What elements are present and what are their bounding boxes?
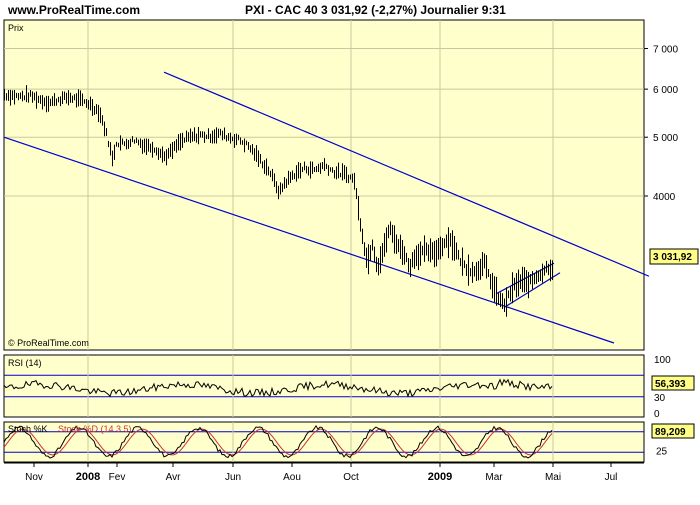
x-tick-label: Nov bbox=[25, 472, 43, 483]
price-panel bbox=[3, 19, 645, 351]
rsi-bands bbox=[4, 355, 644, 417]
rsi-tick-label: 0 bbox=[654, 409, 660, 420]
rsi-last-value: 56,393 bbox=[655, 379, 686, 390]
rsi-tick-label: 30 bbox=[654, 393, 666, 404]
x-tick-label: Jun bbox=[225, 472, 241, 483]
x-tick-label: Mai bbox=[545, 472, 561, 483]
stoch-axis: 25 bbox=[656, 447, 668, 458]
site-title: www.ProRealTime.com bbox=[7, 3, 140, 17]
x-tick-label: Oct bbox=[343, 472, 359, 483]
x-tick-label: Jul bbox=[605, 472, 618, 483]
rsi-value-badge: 56,393 bbox=[651, 375, 695, 391]
x-tick-label: Mar bbox=[485, 472, 503, 483]
x-tick-label: 2009 bbox=[428, 471, 452, 483]
stoch-k-line bbox=[3, 424, 553, 459]
stoch-k-label: Stoch %K bbox=[8, 424, 48, 434]
price-tick-label: 5 000 bbox=[653, 133, 678, 144]
stoch-value-badge: 89,209 bbox=[651, 423, 695, 439]
price-grid bbox=[4, 20, 644, 350]
price-series bbox=[4, 85, 553, 317]
channel-line bbox=[163, 71, 650, 277]
price-tick-label: 7 000 bbox=[653, 45, 678, 56]
last-price-value: 3 031,92 bbox=[653, 252, 692, 263]
rsi-tick-label: 100 bbox=[654, 355, 671, 366]
x-tick-label: Aou bbox=[283, 472, 301, 483]
x-tick-label: Avr bbox=[166, 472, 181, 483]
watermark: © ProRealTime.com bbox=[8, 338, 89, 348]
stoch-d-line bbox=[3, 428, 553, 456]
x-tick-label: 2008 bbox=[76, 471, 100, 483]
last-price-badge: 3 031,92 bbox=[649, 248, 699, 265]
x-axis: Nov 2008 Fev Avr Jun Aou Oct 2009 Mar Mai Jul bbox=[4, 462, 644, 483]
price-axis: 4000 5 000 6 000 7 000 bbox=[644, 45, 678, 203]
rsi-panel bbox=[3, 354, 645, 418]
price-panel-label: Prix bbox=[8, 23, 24, 33]
stoch-d-label: Stoch %D (14 3 5) bbox=[58, 424, 132, 434]
rsi-line bbox=[3, 378, 553, 398]
rsi-panel-label: RSI (14) bbox=[8, 358, 42, 368]
stoch-tick-label: 25 bbox=[656, 447, 668, 458]
price-tick-label: 4000 bbox=[653, 192, 676, 203]
channel-line bbox=[3, 136, 615, 344]
price-tick-label: 6 000 bbox=[653, 85, 678, 96]
instrument-title: PXI - CAC 40 3 031,92 (-2,27%) Journalie… bbox=[245, 3, 506, 17]
x-tick-label: Fev bbox=[109, 472, 126, 483]
rsi-axis: 0 30 100 bbox=[654, 355, 671, 420]
stoch-last-value: 89,209 bbox=[655, 427, 686, 438]
